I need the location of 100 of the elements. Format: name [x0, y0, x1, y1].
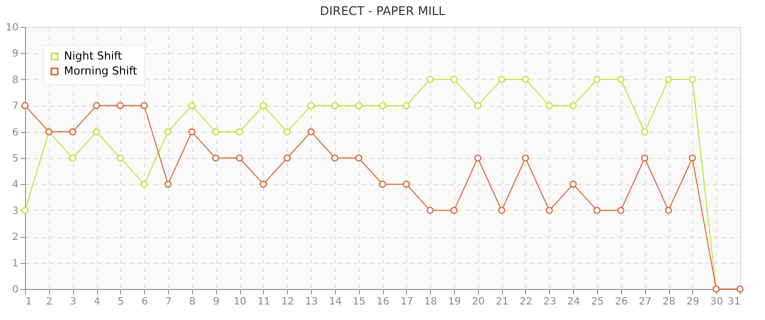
x-tick-label: 16 [376, 296, 390, 308]
x-tick-label: 29 [686, 296, 700, 308]
y-tick-label: 3 [12, 206, 18, 217]
x-tick-label: 14 [328, 296, 342, 308]
point [331, 154, 338, 162]
point [450, 76, 458, 83]
point [664, 76, 672, 83]
x-tick-label: 1 [26, 296, 32, 308]
point [474, 154, 482, 162]
x-tick-label: 10 [234, 296, 246, 308]
x-tick-label: 24 [567, 296, 580, 308]
point [570, 180, 577, 188]
y-tick-label: 9 [12, 48, 18, 60]
point [570, 102, 577, 110]
y-tick-label: 5 [12, 154, 18, 164]
point [212, 128, 220, 136]
point [546, 102, 553, 110]
x-tick-label: 27 [638, 296, 652, 308]
point [260, 180, 267, 188]
point [498, 76, 506, 83]
point [164, 180, 172, 188]
point [474, 102, 482, 110]
point [236, 154, 244, 162]
y-tick-label: 7 [12, 101, 18, 112]
point [402, 180, 410, 188]
point [164, 128, 172, 136]
legend-label: Morning Shift [64, 64, 138, 78]
x-tick-label: 26 [614, 296, 628, 308]
point [92, 102, 100, 110]
point [617, 76, 624, 83]
point [284, 128, 291, 136]
y-tick-label: 10 [6, 22, 18, 34]
x-tick-label: 12 [281, 296, 294, 308]
x-tick-label: 30 [710, 296, 724, 308]
point [498, 206, 506, 214]
x-tick-label: 23 [543, 296, 556, 308]
point [92, 128, 100, 136]
x-tick-label: 11 [257, 296, 270, 308]
point [260, 102, 267, 110]
point [355, 154, 362, 162]
x-tick-label: 8 [189, 296, 196, 308]
point [522, 76, 530, 83]
point [688, 154, 696, 162]
x-tick-label: 7 [165, 296, 172, 308]
x-tick-label: 18 [424, 296, 438, 308]
x-tick-label: 21 [496, 296, 509, 308]
point [21, 206, 29, 214]
x-tick-label: 22 [520, 296, 532, 308]
x-tick-label: 4 [94, 296, 100, 308]
y-tick-label: 1 [12, 258, 18, 270]
point [188, 102, 196, 110]
point [116, 154, 124, 162]
point [426, 76, 434, 83]
y-tick-label: 8 [12, 74, 18, 86]
x-tick-label: 3 [70, 296, 76, 308]
point [307, 128, 315, 136]
x-tick-label: 13 [305, 296, 318, 308]
point [355, 102, 362, 110]
y-tick-label: 4 [12, 180, 18, 191]
point [593, 206, 601, 214]
point [284, 154, 291, 162]
x-tick-label: 2 [46, 296, 53, 308]
point [522, 154, 530, 162]
point [378, 180, 386, 188]
point [641, 154, 648, 162]
x-tick-label: 28 [662, 296, 676, 308]
y-tick-label: 0 [12, 284, 18, 296]
point [236, 128, 244, 136]
x-tick-label: 5 [118, 296, 124, 308]
point [402, 102, 410, 110]
point [69, 154, 76, 162]
point [546, 206, 553, 214]
point [664, 206, 672, 214]
point [378, 102, 386, 110]
point [69, 128, 76, 136]
point [617, 206, 624, 214]
y-tick-label: 2 [12, 232, 18, 244]
point [426, 206, 434, 214]
x-tick-label: 20 [472, 296, 485, 308]
point [593, 76, 601, 83]
point [188, 128, 196, 136]
point [450, 206, 458, 214]
point [140, 180, 148, 188]
point [641, 128, 648, 136]
chart-title: DIRECT - PAPER MILL [320, 4, 446, 18]
x-tick-label: 19 [448, 296, 461, 308]
y-tick-label: 6 [12, 127, 18, 138]
point [116, 102, 124, 110]
point [212, 154, 220, 162]
legend-label: Night Shift [64, 50, 123, 62]
point [307, 102, 315, 110]
x-tick-label: 17 [400, 296, 414, 308]
x-tick-label: 15 [352, 296, 366, 308]
point [688, 76, 696, 83]
point [140, 102, 148, 110]
point [21, 102, 29, 110]
x-tick-label: 9 [212, 296, 220, 308]
x-tick-label: 31 [728, 296, 740, 308]
x-tick-label: 25 [591, 296, 604, 308]
x-tick-label: 6 [141, 296, 148, 308]
